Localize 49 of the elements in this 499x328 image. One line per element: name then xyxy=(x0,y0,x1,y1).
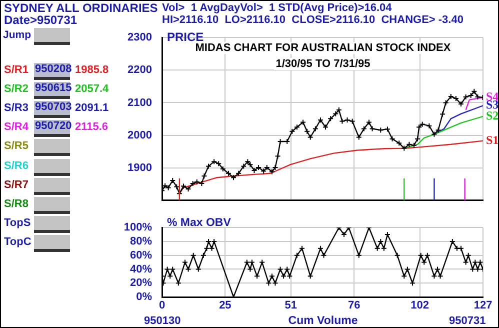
x-tick-label: 102 xyxy=(410,300,429,312)
x-tick-label: 76 xyxy=(348,300,360,312)
y-tick-label: 2100 xyxy=(128,96,152,109)
y-tick-label: 2300 xyxy=(128,32,152,44)
y-tick-label: 0% xyxy=(136,291,152,304)
text: TopC xyxy=(4,236,32,249)
button: 950615 xyxy=(34,82,70,100)
text: 1/30/95 TO 7/31/95 xyxy=(274,58,372,70)
text: S/R7 xyxy=(4,178,28,192)
text: S/R2 xyxy=(4,83,28,96)
series-label: S2 xyxy=(486,108,499,122)
text: S/R6 xyxy=(4,160,28,172)
text: Vol> 1 AvgDayVol> 1 STD(Avg Price)>16.04 xyxy=(162,2,392,15)
x-tick-label: 25 xyxy=(219,300,232,312)
button: 950703 xyxy=(34,101,70,118)
text: Jump xyxy=(3,29,32,42)
x-tick-label: 127 xyxy=(474,300,492,312)
y-axis-title: % Max OBV xyxy=(167,217,231,230)
y-tick-label: 2200 xyxy=(128,64,152,76)
y-tick-label: 60% xyxy=(130,249,152,262)
text: S/R3 xyxy=(4,102,28,116)
series-label: S1 xyxy=(486,132,499,147)
button: 950208 xyxy=(34,63,70,80)
text: Date>950731 xyxy=(4,13,78,27)
text: S/R5 xyxy=(4,140,28,154)
x-axis-title: Cum Volume xyxy=(288,315,358,327)
button: 950720 xyxy=(34,120,70,138)
text: SYDNEY ALL ORDINARIES xyxy=(4,1,158,15)
y-tick-label: 80% xyxy=(130,236,152,248)
y-tick-label: 2000 xyxy=(128,129,152,142)
y-tick-label: 40% xyxy=(130,263,152,276)
x-tick-label: 0 xyxy=(158,300,166,312)
y-tick-label: 20% xyxy=(130,277,152,290)
text: 1985.8 xyxy=(75,64,109,77)
chart-title: MIDAS CHART FOR AUSTRALIAN STOCK INDEX xyxy=(193,42,453,54)
text: 950731 xyxy=(449,315,486,328)
text: 950130 xyxy=(144,315,181,328)
text: S/R4 xyxy=(4,121,28,134)
text: 2115.6 xyxy=(75,121,108,134)
y-axis-title: PRICE xyxy=(167,30,204,44)
y-tick-label: 100% xyxy=(124,222,152,234)
text: HI>2116.10 LO>2116.10 CLOSE>2116.10 CHANGE> -3.40 xyxy=(162,14,464,27)
text: 2057.4 xyxy=(75,83,109,96)
text: TopS xyxy=(4,216,31,230)
text: 2091.1 xyxy=(75,102,109,116)
text: S/R1 xyxy=(4,64,28,77)
text: S/R8 xyxy=(4,198,28,211)
y-tick-label: 1900 xyxy=(128,162,152,174)
x-tick-label: 51 xyxy=(284,300,298,312)
